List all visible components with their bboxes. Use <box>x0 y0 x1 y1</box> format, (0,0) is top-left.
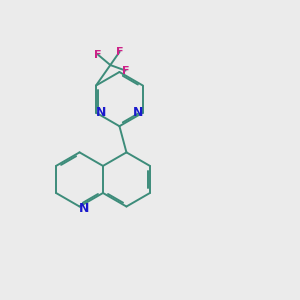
Text: F: F <box>122 66 129 76</box>
Text: N: N <box>79 202 90 214</box>
Text: N: N <box>133 106 143 119</box>
Text: F: F <box>94 50 102 60</box>
Text: F: F <box>116 47 123 57</box>
Text: N: N <box>96 106 106 119</box>
